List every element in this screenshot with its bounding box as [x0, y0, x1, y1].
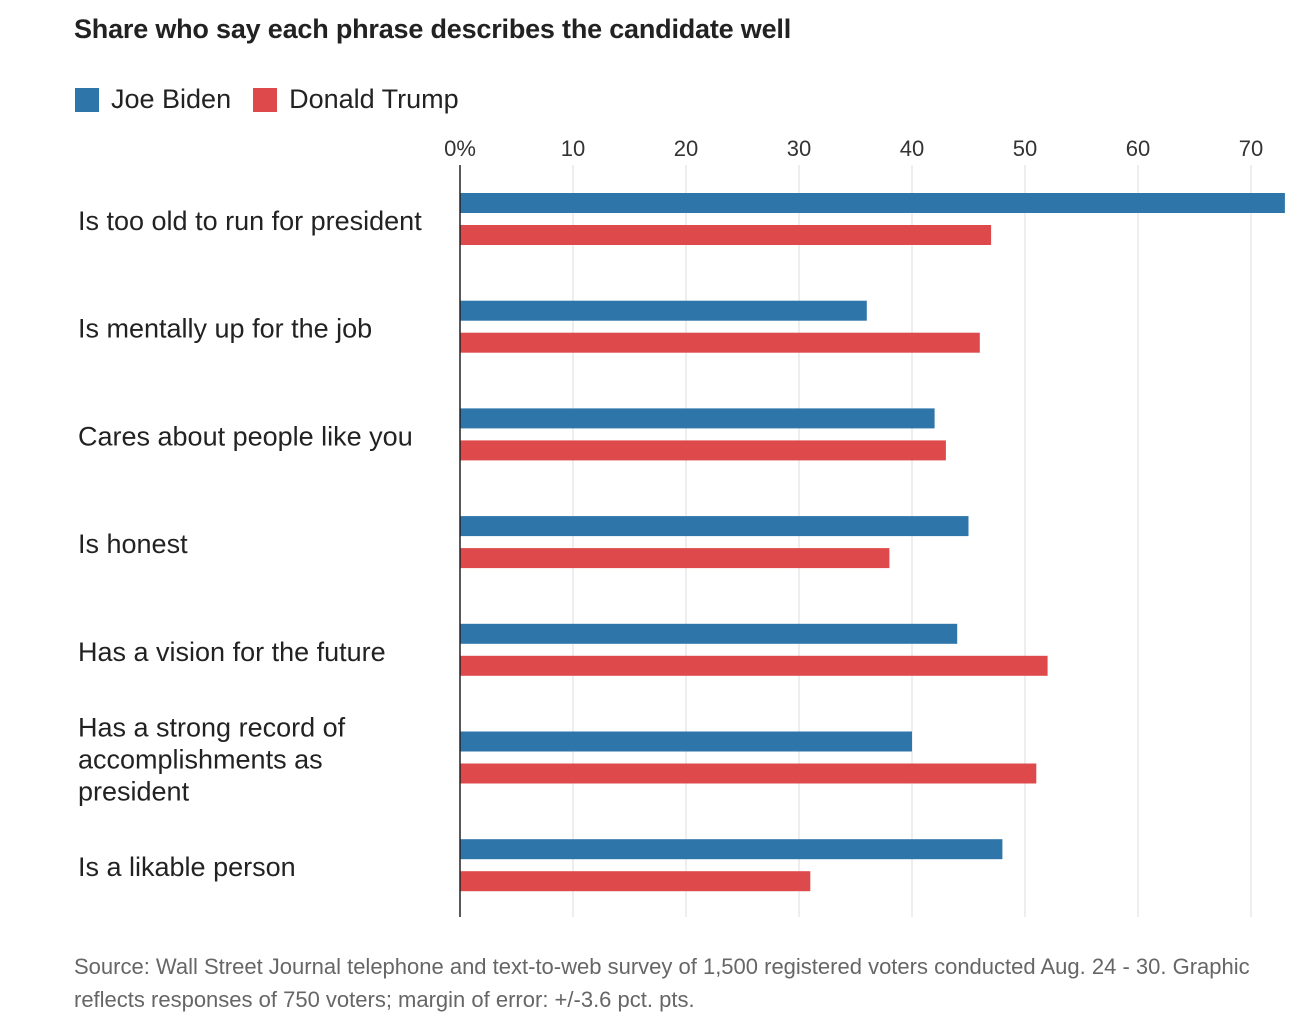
- bar-trump: [460, 332, 980, 353]
- category-label: Has a vision for the future: [78, 637, 386, 667]
- category-label-line: Is honest: [78, 529, 188, 559]
- bar-biden: [460, 839, 1003, 860]
- x-tick-label: 40: [900, 136, 924, 161]
- legend-item-trump: Donald Trump: [253, 84, 459, 115]
- bar-biden: [460, 516, 969, 537]
- chart-title: Share who say each phrase describes the …: [74, 14, 792, 44]
- bar-trump: [460, 548, 890, 569]
- legend-item-biden: Joe Biden: [75, 84, 231, 115]
- category-label-line: Cares about people like you: [78, 421, 413, 451]
- category-label: Is honest: [78, 529, 188, 559]
- x-tick-label: 50: [1013, 136, 1037, 161]
- category-label-line: president: [78, 777, 190, 807]
- bar-trump: [460, 655, 1048, 676]
- bar-biden: [460, 731, 912, 752]
- x-tick-label: 70: [1239, 136, 1263, 161]
- legend-swatch-trump: [253, 87, 278, 112]
- bar-chart: 0% 10 20 30 40 50 60 70 Is too old to run for pr…: [78, 136, 1285, 917]
- category-label: Is mentally up for the job: [78, 314, 372, 344]
- x-tick-label: 20: [674, 136, 698, 161]
- legend: Joe Biden Donald Trump: [75, 84, 481, 115]
- x-tick-label: 30: [787, 136, 811, 161]
- bar-trump: [460, 225, 992, 245]
- category-label-line: Is mentally up for the job: [78, 314, 372, 344]
- category-label-line: Is a likable person: [78, 852, 296, 882]
- bar-trump: [460, 763, 1037, 784]
- x-tick-label: 60: [1126, 136, 1150, 161]
- category-label: Has a strong record of accomplishments as…: [78, 713, 346, 807]
- bar-trump: [460, 440, 946, 461]
- bar-biden: [460, 300, 867, 321]
- legend-swatch-biden: [75, 87, 99, 112]
- category-label: Is too old to run for president: [78, 206, 422, 236]
- category-label: Cares about people like you: [78, 421, 413, 451]
- category-label-line: Is too old to run for president: [78, 206, 422, 236]
- category-label-line: Has a vision for the future: [78, 637, 386, 667]
- bar-biden: [460, 623, 958, 644]
- x-tick-label: 0%: [444, 136, 476, 161]
- bar-biden: [460, 193, 1285, 213]
- x-tick-label: 10: [561, 136, 585, 161]
- category-label-line: Has a strong record of: [78, 713, 346, 743]
- legend-label-biden: Joe Biden: [111, 84, 232, 114]
- legend-label-trump: Donald Trump: [289, 84, 459, 114]
- bar-trump: [460, 871, 811, 892]
- category-label-line: accomplishments as: [78, 745, 323, 775]
- bar-biden: [460, 408, 935, 429]
- source-note: Source: Wall Street Journal telephone an…: [74, 954, 1250, 1012]
- category-label: Is a likable person: [78, 852, 296, 882]
